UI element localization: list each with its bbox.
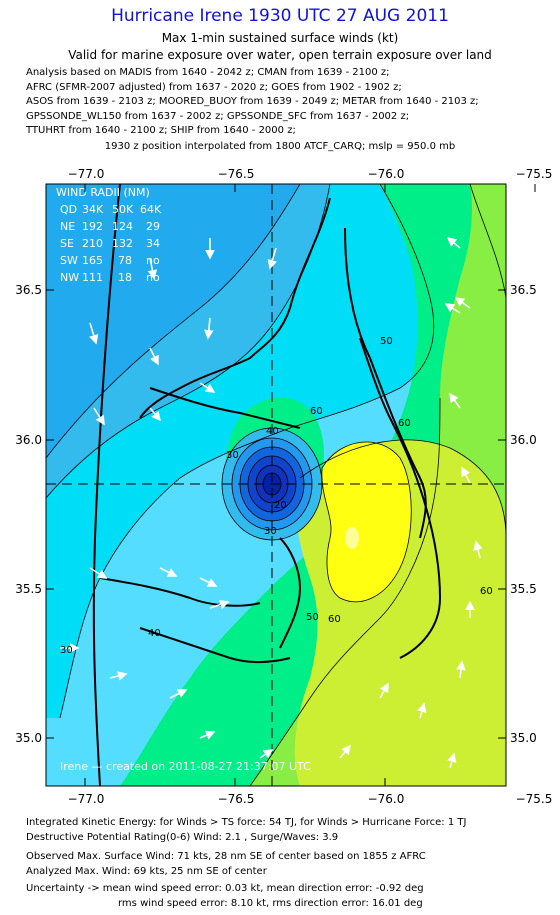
wind-radii-cell: SW bbox=[60, 254, 78, 267]
dpr-line: Destructive Potential Rating(0-6) Wind: … bbox=[26, 831, 339, 843]
contour-label: 30 bbox=[226, 450, 239, 461]
wind-radii-table: WIND RADII (NM) QD 34K 50K 64K NE 192 12… bbox=[56, 186, 162, 284]
wind-radii-cell: 34 bbox=[146, 237, 160, 250]
contour-label: 50 bbox=[306, 612, 319, 623]
wind-radii-col: 64K bbox=[140, 203, 162, 216]
map-title: Hurricane Irene 1930 UTC 27 AUG 2011 bbox=[111, 6, 449, 26]
contour-label: 30 bbox=[60, 645, 73, 656]
lon-tick-label: −75.5 bbox=[516, 167, 553, 181]
wind-radii-cell: no bbox=[146, 271, 160, 284]
lat-tick-label: 35.5 bbox=[15, 582, 42, 596]
wind-radii-cell: 165 bbox=[82, 254, 103, 267]
map-subtitle: Max 1-min sustained surface winds (kt) bbox=[161, 31, 399, 45]
wind-band-max bbox=[321, 441, 412, 602]
wind-radii-cell: 124 bbox=[112, 220, 133, 233]
wind-radii-cell: 18 bbox=[118, 271, 132, 284]
wind-band-far-west bbox=[46, 184, 300, 458]
ike-summary: Integrated Kinetic Energy: for Winds > T… bbox=[26, 816, 466, 845]
analysis-line: TTUHRT from 1640 - 2100 z; SHIP from 164… bbox=[26, 125, 296, 137]
wind-field bbox=[46, 184, 506, 786]
valid-note: Valid for marine exposure over water, op… bbox=[68, 48, 492, 62]
lat-tick-label: 36.0 bbox=[510, 433, 537, 447]
contour-label: 60 bbox=[480, 586, 493, 597]
created-stamp: Irene — created on 2011-08-27 21:37:07 U… bbox=[60, 760, 311, 773]
analysis-line: GPSSONDE_WL150 from 1637 - 2002 z; GPSSO… bbox=[26, 110, 410, 122]
lon-tick-label: −77.0 bbox=[68, 792, 105, 806]
lon-tick-label: −77.0 bbox=[68, 167, 105, 181]
wind-radii-cell: 29 bbox=[146, 220, 160, 233]
lon-tick-label: −76.5 bbox=[218, 792, 255, 806]
contour-label: 50 bbox=[380, 336, 393, 347]
wind-radii-title: WIND RADII (NM) bbox=[56, 186, 150, 199]
analysis-line: Analysis based on MADIS from 1640 - 2042… bbox=[26, 67, 390, 78]
lat-tick-label: 35.0 bbox=[510, 731, 537, 745]
lat-tick-label: 35.5 bbox=[510, 582, 537, 596]
ike-line: Integrated Kinetic Energy: for Winds > T… bbox=[26, 817, 467, 828]
wind-radii-col: QD bbox=[60, 203, 77, 216]
observed-max-line: Observed Max. Surface Wind: 71 kts, 28 n… bbox=[26, 851, 426, 862]
contour-label: 40 bbox=[266, 426, 279, 437]
lon-tick-label: −76.0 bbox=[368, 167, 405, 181]
uncertainty-summary: Uncertainty -> mean wind speed error: 0.… bbox=[26, 882, 424, 911]
uncertainty-line: rms wind speed error: 8.10 kt, rms direc… bbox=[118, 897, 423, 909]
wind-max-spot bbox=[345, 527, 359, 549]
lat-tick-label: 36.0 bbox=[15, 433, 42, 447]
wind-band-west bbox=[46, 184, 330, 498]
contour-label: 40 bbox=[148, 628, 161, 639]
lat-tick-label: 35.0 bbox=[15, 731, 42, 745]
wind-radii-col: 50K bbox=[112, 203, 134, 216]
coastline bbox=[92, 184, 442, 786]
wind-radii-col: 34K bbox=[82, 203, 104, 216]
analysis-line: AFRC (SFMR-2007 adjusted) from 1637 - 20… bbox=[26, 81, 402, 93]
lon-tick-label: −76.0 bbox=[368, 792, 405, 806]
contour-label: 60 bbox=[328, 614, 341, 625]
contour-label: 30 bbox=[264, 526, 277, 537]
plot-frame bbox=[45, 183, 507, 787]
lon-tick-label: −75.5 bbox=[516, 792, 553, 806]
wind-radii-cell: no bbox=[146, 254, 160, 267]
max-wind-summary: Observed Max. Surface Wind: 71 kts, 28 n… bbox=[26, 850, 426, 879]
analyzed-max-line: Analyzed Max. Wind: 69 kts, 25 nm SE of … bbox=[26, 865, 267, 877]
analysis-line: ASOS from 1639 - 2103 z; MOORED_BUOY fro… bbox=[26, 96, 479, 108]
position-note: 1930 z position interpolated from 1800 A… bbox=[104, 141, 456, 152]
lat-tick-label: 36.5 bbox=[510, 283, 537, 297]
uncertainty-line: Uncertainty -> mean wind speed error: 0.… bbox=[26, 883, 424, 894]
wind-band-mid bbox=[46, 184, 434, 718]
wind-radii-cell: NE bbox=[60, 220, 75, 233]
wind-field-map: 30 40 50 60 50 60 60 40 20 30 30 60 WIND… bbox=[15, 167, 553, 806]
lat-tick-label: 36.5 bbox=[15, 283, 42, 297]
wind-radii-cell: SE bbox=[60, 237, 74, 250]
wind-radii-cell: NW bbox=[60, 271, 79, 284]
contour-label: 60 bbox=[310, 406, 323, 417]
wind-vectors bbox=[60, 236, 483, 769]
axis-ticks bbox=[46, 184, 536, 786]
lon-tick-label: −76.5 bbox=[218, 167, 255, 181]
contour-label-group: 30 40 50 60 50 60 60 40 20 30 30 60 bbox=[60, 336, 493, 656]
wind-radii-cell: 192 bbox=[82, 220, 103, 233]
contour-label: 20 bbox=[274, 500, 287, 511]
wind-radii-cell: 78 bbox=[118, 254, 132, 267]
contour-label: 60 bbox=[398, 418, 411, 429]
wind-radii-cell: 210 bbox=[82, 237, 103, 250]
analysis-sources: Analysis based on MADIS from 1640 - 2042… bbox=[26, 66, 479, 139]
wind-radii-cell: 132 bbox=[112, 237, 133, 250]
wind-radii-cell: 111 bbox=[82, 271, 103, 284]
